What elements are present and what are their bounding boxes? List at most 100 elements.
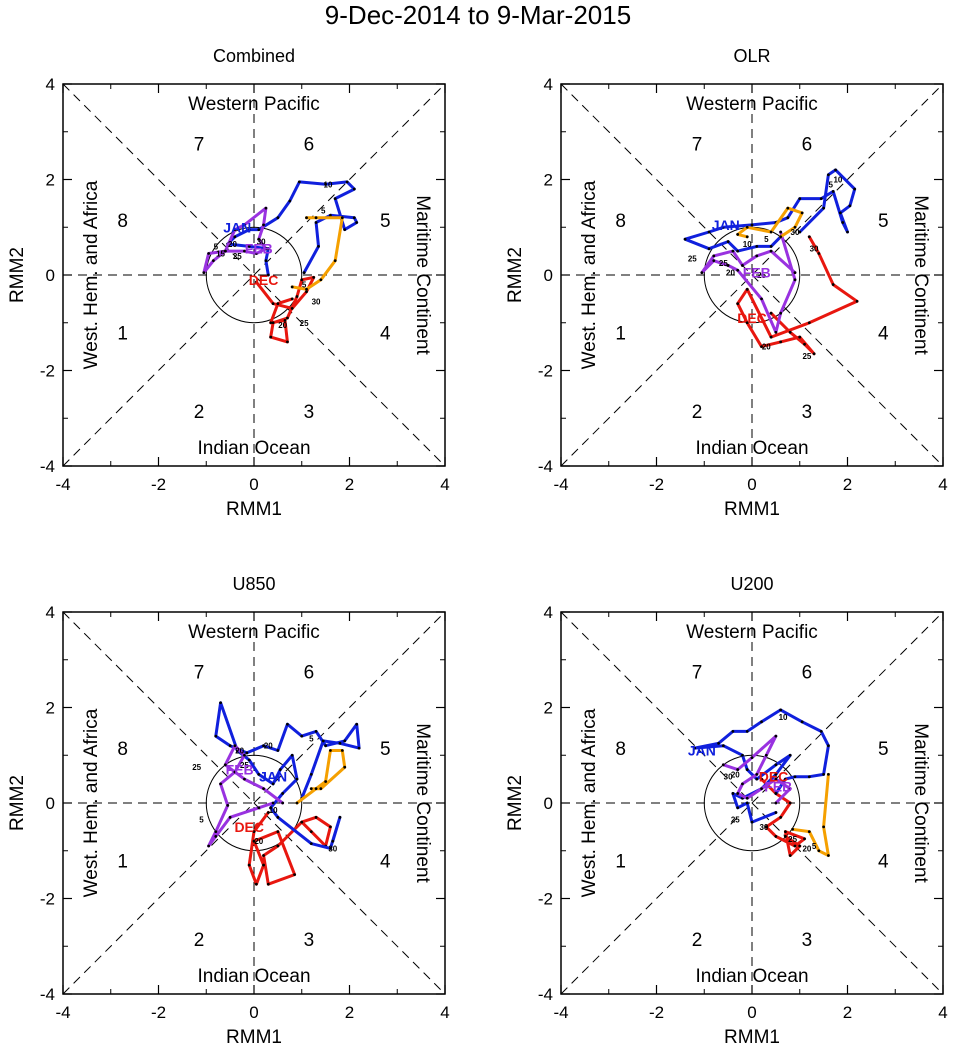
day-label: 10 xyxy=(324,180,333,189)
day-label: 5 xyxy=(764,235,769,244)
series-point-mar xyxy=(314,787,318,791)
series-point-feb xyxy=(243,777,246,781)
day-label: 25 xyxy=(731,816,740,825)
series-point-mar xyxy=(314,216,318,220)
y-tick-label: -2 xyxy=(40,890,55,909)
panel-title: U850 xyxy=(232,574,275,594)
series-point-dec xyxy=(779,340,783,344)
x-tick-label: 2 xyxy=(843,1003,852,1022)
x-tick-label: -2 xyxy=(649,475,664,494)
phase-label-7: 7 xyxy=(692,663,703,684)
y-tick-label: -2 xyxy=(538,890,553,909)
region-label-bottom: Indian Ocean xyxy=(695,438,808,459)
series-point-jan xyxy=(278,768,282,771)
series-point-jan xyxy=(750,223,754,227)
series-point-jan xyxy=(853,187,857,191)
day-label: 25 xyxy=(192,763,201,772)
x-axis-label: RMM1 xyxy=(226,1027,282,1048)
day-label: 30 xyxy=(791,228,800,237)
series-point-jan xyxy=(338,815,342,819)
series-point-jan xyxy=(233,235,237,239)
phase-label-3: 3 xyxy=(802,402,813,423)
x-tick-label: 0 xyxy=(249,1003,258,1022)
series-point-jan xyxy=(726,240,730,243)
series-point-feb xyxy=(281,801,285,805)
y-tick-label: 2 xyxy=(46,699,55,718)
series-point-jan xyxy=(786,216,790,220)
series-point-jan xyxy=(331,839,335,843)
x-tick-label: 2 xyxy=(843,475,852,494)
series-point-jan xyxy=(297,180,301,184)
series-point-jan xyxy=(841,221,845,224)
series-point-jan xyxy=(329,213,332,217)
region-label-left: West. Hem. and Africa xyxy=(81,180,102,369)
series-point-dec xyxy=(779,815,783,819)
series-point-jan xyxy=(352,216,356,220)
series-point-jan xyxy=(819,197,823,201)
phase-label-1: 1 xyxy=(117,851,128,872)
series-point-jan xyxy=(269,806,273,810)
series-point-jan xyxy=(693,746,697,750)
series-point-jan xyxy=(314,729,318,733)
series-point-jan xyxy=(357,746,361,750)
panel-u200: U200 -4-4 -2 -2 0 0 2 2 4 4 RMM1 RMM2 Western Pacifi… xyxy=(505,574,948,1048)
series-point-jan xyxy=(228,744,232,748)
phase-label-4: 4 xyxy=(380,851,391,872)
series-point-mar xyxy=(329,749,332,752)
day-label: 25 xyxy=(719,259,728,268)
series-point-jan xyxy=(300,734,304,738)
x-tick-label: 2 xyxy=(345,475,354,494)
day-label: 10 xyxy=(779,713,788,722)
day-label: 5 xyxy=(309,735,314,744)
series-point-feb xyxy=(243,753,246,757)
day-label: 5 xyxy=(812,842,817,851)
series-point-jan xyxy=(760,720,763,724)
series-point-feb xyxy=(731,249,735,253)
region-label-right: Maritime Continent xyxy=(412,723,433,883)
series-line-jan xyxy=(683,168,857,253)
series-point-feb xyxy=(207,844,211,848)
series-point-jan xyxy=(779,708,783,712)
series-point-feb xyxy=(233,744,237,748)
series-point-jan xyxy=(774,763,778,767)
y-tick-label: 4 xyxy=(544,603,553,622)
phase-label-6: 6 xyxy=(304,135,315,156)
series-point-jan xyxy=(343,228,347,232)
series-point-dec xyxy=(798,335,802,339)
series-line-dec xyxy=(760,777,806,857)
series-line-dec xyxy=(736,235,859,356)
x-tick-label: 4 xyxy=(440,1003,449,1022)
unit-circle xyxy=(703,754,801,852)
series-point-feb xyxy=(741,782,744,786)
day-label: 15 xyxy=(216,250,225,259)
day-label: 20 xyxy=(802,844,811,853)
panel-title: OLR xyxy=(733,46,770,66)
month-label-feb: FEB xyxy=(743,265,771,281)
series-point-jan xyxy=(707,230,711,234)
series-point-dec xyxy=(252,830,256,834)
phase-label-3: 3 xyxy=(304,930,315,951)
series-point-jan xyxy=(295,777,299,781)
series-point-dec xyxy=(276,844,280,848)
y-tick-label: 0 xyxy=(46,266,55,285)
region-label-right: Maritime Continent xyxy=(910,195,931,355)
series-point-feb xyxy=(262,787,265,791)
x-tick-label: -2 xyxy=(151,475,166,494)
series-point-feb xyxy=(750,756,754,760)
diagonal-line xyxy=(62,611,446,995)
phase-label-6: 6 xyxy=(802,663,813,684)
y-tick-label: -2 xyxy=(40,362,55,381)
series-point-jan xyxy=(798,197,802,201)
figure-title: 9-Dec-2014 to 9-Mar-2015 xyxy=(325,0,631,30)
series-point-dec xyxy=(252,839,256,843)
series-point-mar xyxy=(340,749,344,752)
x-tick-label: -2 xyxy=(151,1003,166,1022)
diagonal-line xyxy=(560,611,944,995)
day-label: 30 xyxy=(810,245,819,254)
series-point-dec xyxy=(745,287,749,291)
series-line-mar xyxy=(295,749,347,805)
day-label: 10 xyxy=(743,240,752,249)
series-point-feb xyxy=(755,772,759,776)
phase-label-6: 6 xyxy=(802,135,813,156)
series-point-mar xyxy=(827,854,830,857)
